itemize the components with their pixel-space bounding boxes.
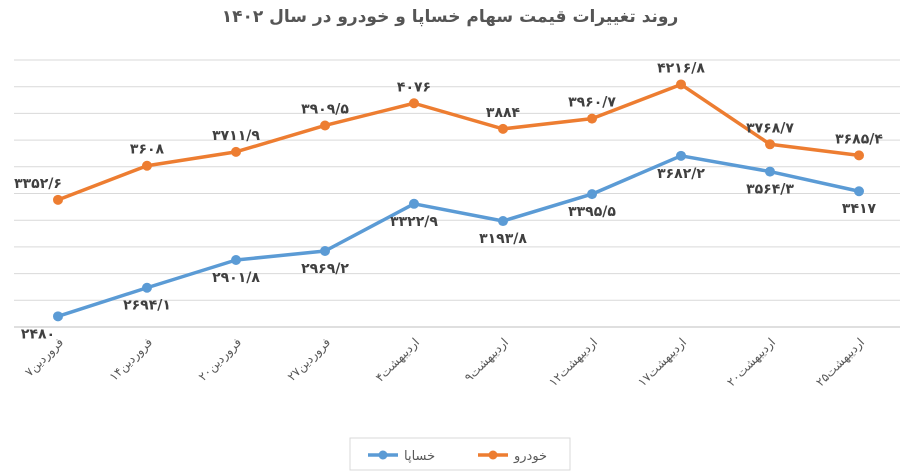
x-tick-label: ۲۷فروردین: [285, 335, 334, 384]
data-label: ۳۹۶۰/۷: [568, 95, 616, 111]
chart-title: روند تغییرات قیمت سهام خساپا و خودرو در …: [222, 7, 679, 27]
x-tick-label: ۴اردیبهشت: [373, 335, 423, 385]
gridlines: [14, 59, 900, 328]
x-tick-label: ۹اردیبهشت: [462, 335, 512, 385]
x-tick-label: ۲۵اردیبهشت: [813, 335, 868, 390]
data-point: [587, 189, 597, 200]
series-line: [57, 82, 860, 202]
data-label: ۲۹۰۱/۸: [212, 270, 260, 286]
legend-marker: [378, 450, 388, 460]
data-label: ۳۶۸۵/۴: [835, 131, 883, 147]
data-point: [587, 113, 597, 124]
series-line: [57, 154, 860, 318]
data-point: [231, 146, 241, 157]
series-0: ۳۳۵۲/۶ ۳۶۰۸ ۳۷۱۱/۹ ۳۹۰۹/۵ ۴۰۷۶ ۳۸۸۴ ۳۹۶۰/۷ ۴۲۱۶…: [14, 60, 883, 205]
data-point: [142, 160, 152, 171]
legend-marker: [488, 450, 498, 460]
data-label: ۲۹۶۹/۲: [301, 261, 349, 277]
legend: خساپا خودرو: [349, 437, 571, 471]
legend-label: خودرو: [513, 449, 547, 464]
legend-label: خساپا: [404, 449, 435, 464]
x-tick-label: ۱۴فروردین: [107, 335, 156, 384]
data-label: ۳۷۶۸/۷: [746, 120, 794, 136]
x-tick-label: ۱۷اردیبهشت: [635, 335, 690, 390]
data-label: ۳۳۹۵/۵: [568, 204, 616, 220]
data-point: [409, 198, 419, 209]
data-label: ۴۰۷۶: [397, 79, 431, 95]
data-label: ۳۳۵۲/۶: [14, 176, 62, 192]
data-point: [854, 186, 864, 197]
data-point: [53, 194, 63, 205]
data-label: ۳۷۱۱/۹: [212, 128, 260, 144]
data-point: [498, 123, 508, 134]
data-point: [765, 139, 775, 150]
data-point: [231, 255, 241, 266]
data-point: [53, 311, 63, 322]
data-label: ۳۹۰۹/۵: [301, 101, 349, 117]
data-point: [320, 246, 330, 257]
data-label: ۳۶۰۸: [130, 142, 165, 158]
data-point: [498, 216, 508, 227]
data-point: [854, 150, 864, 161]
data-point: [765, 166, 775, 177]
data-point: [320, 120, 330, 131]
data-point: [142, 282, 152, 293]
data-label: ۳۸۸۴: [486, 105, 521, 121]
series-lines: ۳۳۵۲/۶ ۳۶۰۸ ۳۷۱۱/۹ ۳۹۰۹/۵ ۴۰۷۶ ۳۸۸۴ ۳۹۶۰/۷ ۴۲۱۶…: [14, 60, 883, 342]
data-label: ۴۲۱۶/۸: [657, 60, 705, 76]
x-tick-label: ۱۲اردیبهشت: [546, 335, 601, 390]
x-tick-label: ۲۰اردیبهشت: [724, 335, 779, 390]
data-point: [676, 79, 686, 90]
x-axis-labels: ۷فروردین ۱۴فروردین ۲۰فروردین ۲۷فروردین۴اردی…: [22, 335, 868, 390]
data-label: ۳۴۱۷: [842, 201, 877, 217]
x-tick-label: ۲۰فروردین: [196, 335, 245, 384]
data-point: [676, 150, 686, 161]
data-label: ۳۱۹۳/۸: [479, 231, 527, 247]
data-label: ۲۶۹۴/۱: [123, 298, 171, 314]
series-1: ۲۴۸۰ ۲۶۹۴/۱ ۲۹۰۱/۸ ۲۹۶۹/۲ ۳۳۲۲/۹ ۳۱۹۳/۸ ۳۳۹۵/۵…: [21, 150, 877, 342]
data-label: ۳۶۸۲/۲: [657, 166, 705, 182]
data-label: ۳۳۲۲/۹: [390, 214, 438, 230]
data-point: [409, 98, 419, 109]
data-label: ۲۴۸۰: [21, 326, 55, 342]
data-label: ۳۵۶۴/۳: [746, 182, 794, 198]
